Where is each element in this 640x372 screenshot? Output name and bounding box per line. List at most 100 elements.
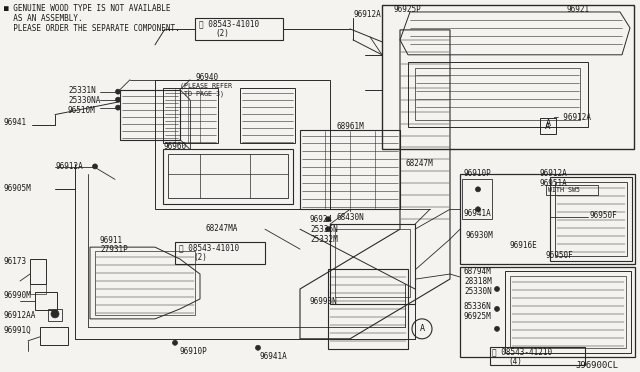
Text: 96916E: 96916E xyxy=(510,241,538,250)
Bar xyxy=(163,88,218,142)
Text: 96950F: 96950F xyxy=(545,251,573,260)
Circle shape xyxy=(476,207,481,212)
Text: — 96912A: — 96912A xyxy=(554,113,591,122)
Bar xyxy=(95,251,195,315)
Text: 25336N: 25336N xyxy=(310,225,338,234)
Circle shape xyxy=(51,310,59,318)
Text: Ⓢ 08543-41010: Ⓢ 08543-41010 xyxy=(179,243,239,252)
Circle shape xyxy=(326,227,330,232)
Bar xyxy=(462,179,492,219)
Bar xyxy=(335,229,410,297)
Text: A: A xyxy=(545,119,550,128)
Text: 96941A: 96941A xyxy=(464,209,492,218)
Text: 96950F: 96950F xyxy=(590,211,618,220)
Bar xyxy=(510,276,626,348)
Text: 28318M: 28318M xyxy=(464,277,492,286)
Circle shape xyxy=(93,164,97,169)
Bar xyxy=(163,150,293,204)
Bar xyxy=(382,5,634,150)
Text: A: A xyxy=(419,324,424,333)
Bar xyxy=(505,271,631,353)
Text: Ⓢ 08543-41210: Ⓢ 08543-41210 xyxy=(492,348,552,357)
Circle shape xyxy=(173,340,177,345)
Bar xyxy=(30,284,46,294)
Text: 96925M: 96925M xyxy=(464,312,492,321)
Text: 96960: 96960 xyxy=(163,141,186,151)
Bar xyxy=(40,327,68,345)
Text: 27931P: 27931P xyxy=(100,245,128,254)
Text: 68247MA: 68247MA xyxy=(205,224,237,233)
Text: (2): (2) xyxy=(193,253,207,262)
Text: 96925P: 96925P xyxy=(393,5,420,14)
Bar xyxy=(555,182,627,256)
Bar xyxy=(550,177,632,261)
Text: J96900CL: J96900CL xyxy=(575,361,618,370)
Circle shape xyxy=(115,105,120,110)
Text: 96910P: 96910P xyxy=(180,347,208,356)
Bar xyxy=(460,174,635,264)
Text: (PLEASE REFER: (PLEASE REFER xyxy=(180,83,232,89)
Bar xyxy=(415,68,580,119)
Bar xyxy=(175,242,265,264)
Bar xyxy=(30,259,46,284)
Text: 25332M: 25332M xyxy=(310,235,338,244)
Circle shape xyxy=(495,286,499,292)
Text: 96912AA: 96912AA xyxy=(4,311,36,320)
Text: 25330NA: 25330NA xyxy=(68,96,100,105)
Circle shape xyxy=(115,89,120,94)
Bar xyxy=(540,118,556,134)
Circle shape xyxy=(326,217,330,222)
Text: ■ GENUINE WOOD TYPE IS NOT AVAILABLE: ■ GENUINE WOOD TYPE IS NOT AVAILABLE xyxy=(4,4,170,13)
Bar xyxy=(195,18,283,40)
Text: Ⓢ 08543-41010: Ⓢ 08543-41010 xyxy=(199,19,259,28)
Bar xyxy=(35,292,57,310)
Bar xyxy=(168,154,288,198)
Circle shape xyxy=(255,345,260,350)
Bar xyxy=(328,269,408,349)
Text: 96173: 96173 xyxy=(4,257,27,266)
Text: 96991Q: 96991Q xyxy=(4,326,32,335)
Text: 96941A: 96941A xyxy=(260,352,288,361)
Bar xyxy=(48,309,62,321)
Circle shape xyxy=(495,307,499,311)
Text: 85336N: 85336N xyxy=(464,302,492,311)
Text: 68430N: 68430N xyxy=(336,213,364,222)
Text: 96911: 96911 xyxy=(100,236,123,245)
Bar xyxy=(546,185,598,195)
Text: (2): (2) xyxy=(215,29,229,38)
Text: 96912A: 96912A xyxy=(55,163,83,171)
Text: 96510M: 96510M xyxy=(68,106,96,115)
Text: 96912A: 96912A xyxy=(540,169,568,179)
Text: AS AN ASSEMBLY.: AS AN ASSEMBLY. xyxy=(4,14,83,23)
Text: 25331N: 25331N xyxy=(68,86,96,95)
Text: 96941: 96941 xyxy=(4,118,27,126)
Text: 96993N: 96993N xyxy=(310,297,338,306)
Bar xyxy=(460,267,635,357)
Text: 96910P: 96910P xyxy=(464,169,492,179)
Text: TO PAGE 3): TO PAGE 3) xyxy=(180,91,224,97)
Bar xyxy=(300,129,400,209)
Text: 68794M: 68794M xyxy=(464,267,492,276)
Bar xyxy=(408,62,588,126)
Text: 25330N: 25330N xyxy=(464,287,492,296)
Circle shape xyxy=(115,97,120,102)
Text: 96990M: 96990M xyxy=(4,291,32,300)
Text: WITH SW5: WITH SW5 xyxy=(548,187,580,193)
Bar xyxy=(490,347,585,365)
Text: 96905M: 96905M xyxy=(4,185,32,193)
Text: 96924: 96924 xyxy=(310,215,333,224)
Text: PLEASE ORDER THE SEPARATE COMPONENT.: PLEASE ORDER THE SEPARATE COMPONENT. xyxy=(4,24,180,33)
Text: 96912A: 96912A xyxy=(354,10,381,19)
Text: 96951A: 96951A xyxy=(540,179,568,188)
Bar xyxy=(240,88,295,142)
Circle shape xyxy=(476,187,481,192)
Text: 68961M: 68961M xyxy=(336,122,364,131)
Bar xyxy=(155,80,330,209)
Text: 96921: 96921 xyxy=(567,5,590,14)
Text: A: A xyxy=(545,122,550,131)
Text: 96930M: 96930M xyxy=(465,231,493,240)
Text: 68247M: 68247M xyxy=(405,160,433,169)
Bar xyxy=(330,224,415,304)
Bar xyxy=(120,90,180,140)
Text: 96940: 96940 xyxy=(195,73,218,82)
